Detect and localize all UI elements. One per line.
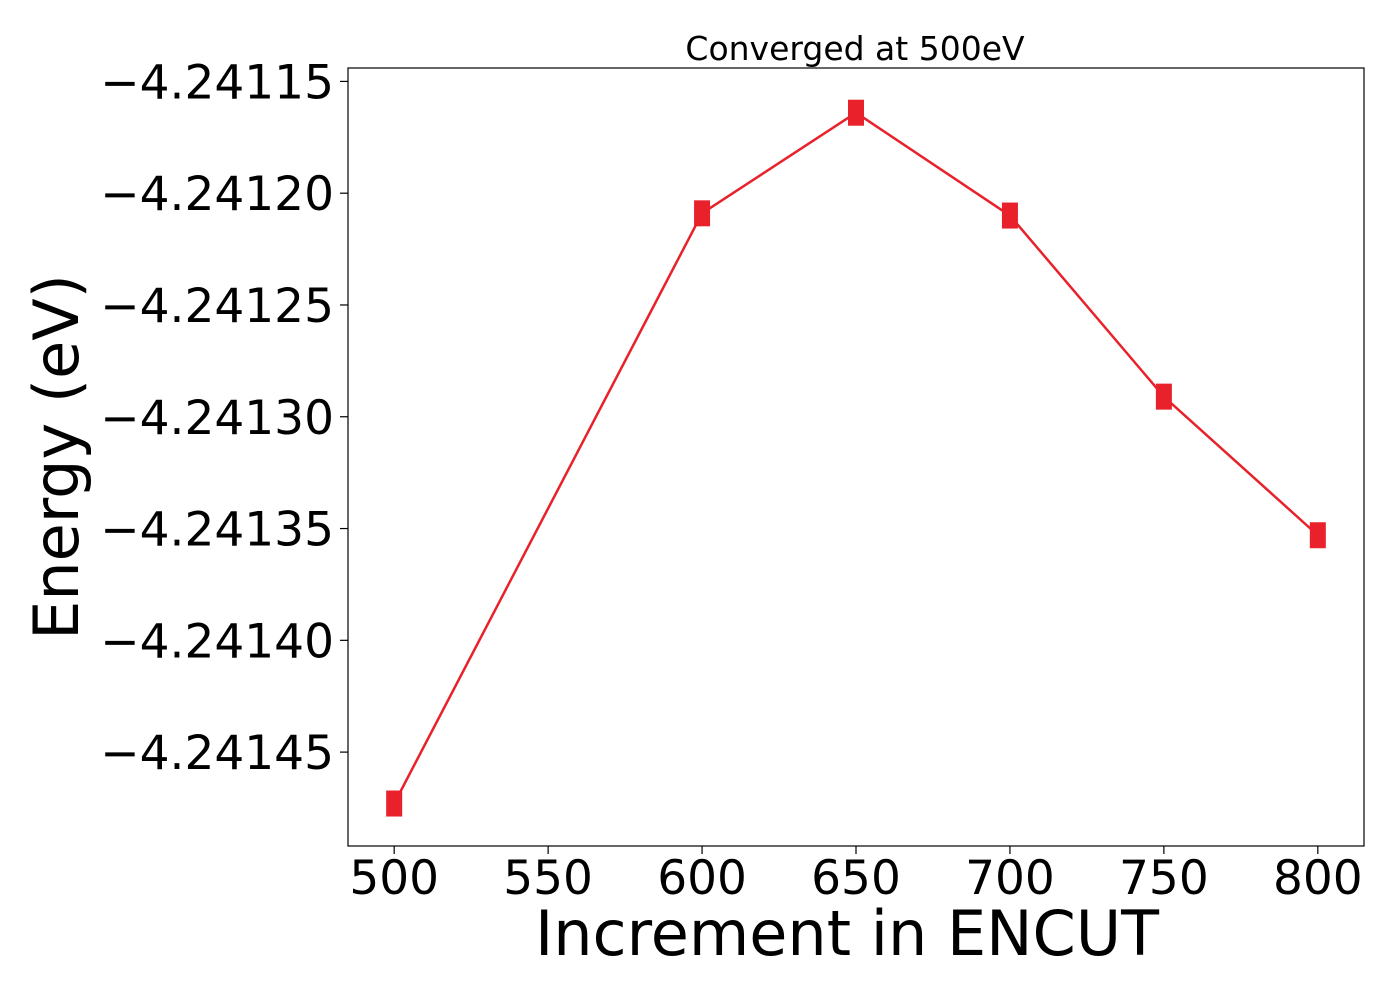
series-line [393,111,1319,805]
data-point-marker [1001,202,1018,229]
x-axis: 500 550 600 650 700 750 800 [349,846,1363,906]
data-point-marker [386,790,403,817]
y-tick-label: −4.24125 [100,279,334,334]
data-point-marker [848,99,864,126]
y-tick-label: −4.24145 [100,726,334,781]
x-tick-label: 500 [349,851,439,906]
chart-title: Converged at 500eV [685,29,1025,68]
y-tick-label: −4.24130 [100,391,334,446]
y-tick-label: −4.24135 [100,503,334,558]
x-tick-label: 750 [1119,851,1209,906]
y-tick-label: −4.24140 [100,614,334,669]
y-tick-label: −4.24120 [100,167,334,222]
y-tick-label: −4.24115 [100,55,334,110]
x-tick-label: 700 [965,851,1055,906]
data-point-marker [694,200,711,227]
data-point-marker [1309,522,1326,549]
x-tick-label: 800 [1273,851,1363,906]
y-axis: −4.24115 −4.24120 −4.24125 −4.24130 −4.24135… [100,55,348,781]
data-point-marker [1155,383,1172,410]
data-series [386,99,1326,817]
x-tick-label: 650 [811,851,901,906]
plot-area-frame [347,67,1365,847]
y-axis-label: Energy (eV) [20,274,93,640]
x-tick-label: 600 [657,851,747,906]
x-axis-label: Increment in ENCUT [535,897,1160,970]
x-tick-label: 550 [503,851,593,906]
